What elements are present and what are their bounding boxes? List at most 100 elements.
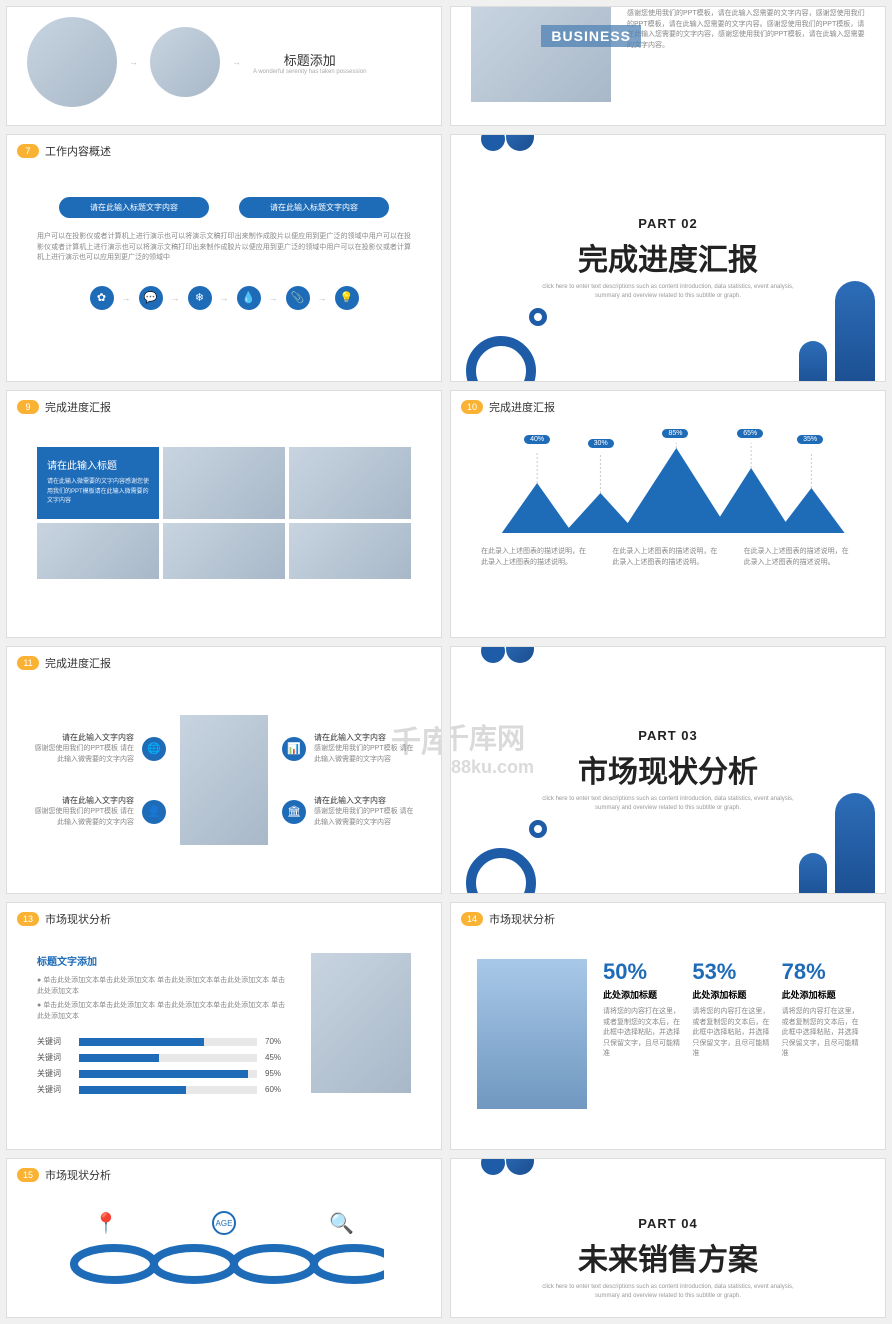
part-title: 市场现状分析 [578, 747, 758, 791]
arrow-icon: → [129, 57, 138, 67]
part-subtitle: click here to enter text descriptions su… [538, 283, 798, 300]
age-icon: AGE [212, 1211, 236, 1235]
business-overlay: BUSINESS [541, 25, 641, 47]
bar-row: 关键词 45% [37, 1052, 291, 1063]
peak-chart: 40% 30% 85% 65% 35% [481, 443, 855, 533]
process-icon: 💧 [237, 286, 261, 310]
deco-shape [799, 341, 827, 382]
bar-row: 关键词 60% [37, 1084, 291, 1095]
arrow-icon: → [232, 57, 241, 67]
bar-track [79, 1070, 257, 1078]
title-box: 请在此输入标题 请在此输入微需要的文字内容感谢您使用我们的PPT模板请在此输入微… [37, 447, 159, 519]
bar-row: 关键词 70% [37, 1036, 291, 1047]
stat-value: 78% [782, 959, 859, 985]
slide-part-02: PART 02 完成进度汇报 click here to enter text … [450, 134, 886, 382]
bar-value: 95% [265, 1069, 291, 1078]
chart-caption: 在此录入上述图表的描述说明，在此录入上述图表的描述说明。 [744, 547, 855, 568]
deco-shape [835, 281, 875, 382]
item-title: 请在此输入文字内容 [314, 795, 417, 807]
bar-fill [79, 1038, 204, 1046]
slide-title: 完成进度汇报 [45, 399, 111, 415]
chain-graphic [64, 1244, 384, 1284]
image-placeholder [37, 523, 159, 579]
deco-shape [529, 820, 547, 838]
pill-button[interactable]: 请在此输入标题文字内容 [59, 197, 209, 218]
part-title: 未来销售方案 [578, 1235, 758, 1279]
image-placeholder [289, 523, 411, 579]
slide-number: 14 [461, 912, 483, 926]
bar-fill [79, 1070, 248, 1078]
bar-row: 关键词 95% [37, 1068, 291, 1079]
image-placeholder [27, 17, 117, 107]
chart-caption: 在此录入上述图表的描述说明，在此录入上述图表的描述说明。 [481, 547, 592, 568]
part-subtitle: click here to enter text descriptions su… [538, 1283, 798, 1300]
process-icon: ❄ [188, 286, 212, 310]
slide-number: 13 [17, 912, 39, 926]
image-placeholder [289, 447, 411, 519]
part-label: PART 03 [638, 728, 698, 743]
slide-number: 7 [17, 144, 39, 158]
image-placeholder [311, 953, 411, 1093]
search-icon: 🔍 [329, 1211, 354, 1236]
deco-shape [529, 308, 547, 326]
bar-value: 70% [265, 1037, 291, 1046]
slide-number: 9 [17, 400, 39, 414]
process-icon: 💡 [335, 286, 359, 310]
item-title: 请在此输入文字内容 [31, 732, 134, 744]
image-placeholder [180, 715, 268, 845]
image-placeholder [477, 959, 587, 1109]
item-title: 请在此输入文字内容 [31, 795, 134, 807]
peak-label: 35% [797, 435, 823, 444]
stat-value: 53% [692, 959, 769, 985]
item-body: 感谢您使用我们的PPT模板 请在此输入微需要的文字内容 [314, 807, 417, 828]
slide-title: 工作内容概述 [45, 143, 111, 159]
stat-body: 请将您的内容打在这里，或者复制您的文本后，在此框中选择粘贴，并选择只保留文字，且… [603, 1007, 680, 1060]
image-placeholder [150, 27, 220, 97]
item-title: 请在此输入文字内容 [314, 732, 417, 744]
bullet: ● 单击此处添加文本单击此处添加文本 单击此处添加文本单击此处添加文本 单击此处… [37, 1001, 291, 1022]
part-subtitle: click here to enter text descriptions su… [538, 795, 798, 812]
peak-label: 40% [524, 435, 550, 444]
slide-15: 15 市场现状分析 📍 AGE 🔍 [6, 1158, 442, 1318]
slide-number: 15 [17, 1168, 39, 1182]
stat-block: 78% 此处添加标题 请将您的内容打在这里，或者复制您的文本后，在此框中选择粘贴… [782, 959, 859, 1109]
part-title: 完成进度汇报 [578, 235, 758, 279]
slide-2-partial: BUSINESS 感谢您使用我们的PPT模板，请在此输入您需要的文字内容，感谢您… [450, 6, 886, 126]
bar-fill [79, 1086, 186, 1094]
deco-shape [799, 853, 827, 894]
slide-10: 10 完成进度汇报 40% 30% 85% [450, 390, 886, 638]
bar-label: 关键词 [37, 1068, 71, 1079]
slide-title: 市场现状分析 [45, 1167, 111, 1183]
slide-7-body: 用户可以在投影仪或者计算机上进行演示也可以将演示文稿打印出来制作成胶片以便应用到… [7, 232, 441, 264]
chart-caption: 在此录入上述图表的描述说明，在此录入上述图表的描述说明。 [612, 547, 723, 568]
slide-number: 10 [461, 400, 483, 414]
pill-button[interactable]: 请在此输入标题文字内容 [239, 197, 389, 218]
item-body: 感谢您使用我们的PPT模板 请在此输入微需要的文字内容 [314, 744, 417, 765]
bar-value: 45% [265, 1053, 291, 1062]
stat-label: 此处添加标题 [782, 988, 859, 1001]
box-body: 请在此输入微需要的文字内容感谢您使用我们的PPT模板请在此输入微需要的文字内容 [47, 478, 149, 507]
pin-icon: 📍 [94, 1211, 119, 1236]
item-body: 感谢您使用我们的PPT模板 请在此输入微需要的文字内容 [31, 744, 134, 765]
slide-title: 完成进度汇报 [45, 655, 111, 671]
peak-label: 85% [662, 429, 688, 438]
heading: 标题文字添加 [37, 953, 291, 968]
bar-label: 关键词 [37, 1036, 71, 1047]
list-icon: 📊 [282, 737, 306, 761]
slide-part-03: PART 03 市场现状分析 click here to enter text … [450, 646, 886, 894]
deco-shape [835, 793, 875, 894]
stat-label: 此处添加标题 [692, 988, 769, 1001]
stat-label: 此处添加标题 [603, 988, 680, 1001]
process-icon: ✿ [90, 286, 114, 310]
list-icon: 🌐 [142, 737, 166, 761]
slide-1-partial: → → 标题添加 A wonderful serenity has taken … [6, 6, 442, 126]
bar-track [79, 1086, 257, 1094]
slide-14: 14 市场现状分析 50% 此处添加标题 请将您的内容打在这里，或者复制您的文本… [450, 902, 886, 1150]
list-icon: 🏛 [282, 800, 306, 824]
image-placeholder [163, 523, 285, 579]
box-title: 请在此输入标题 [47, 457, 149, 472]
stat-body: 请将您的内容打在这里，或者复制您的文本后，在此框中选择粘贴，并选择只保留文字，且… [782, 1007, 859, 1060]
slide-9: 9 完成进度汇报 请在此输入标题 请在此输入微需要的文字内容感谢您使用我们的PP… [6, 390, 442, 638]
list-icon: 👤 [142, 800, 166, 824]
bar-track [79, 1054, 257, 1062]
